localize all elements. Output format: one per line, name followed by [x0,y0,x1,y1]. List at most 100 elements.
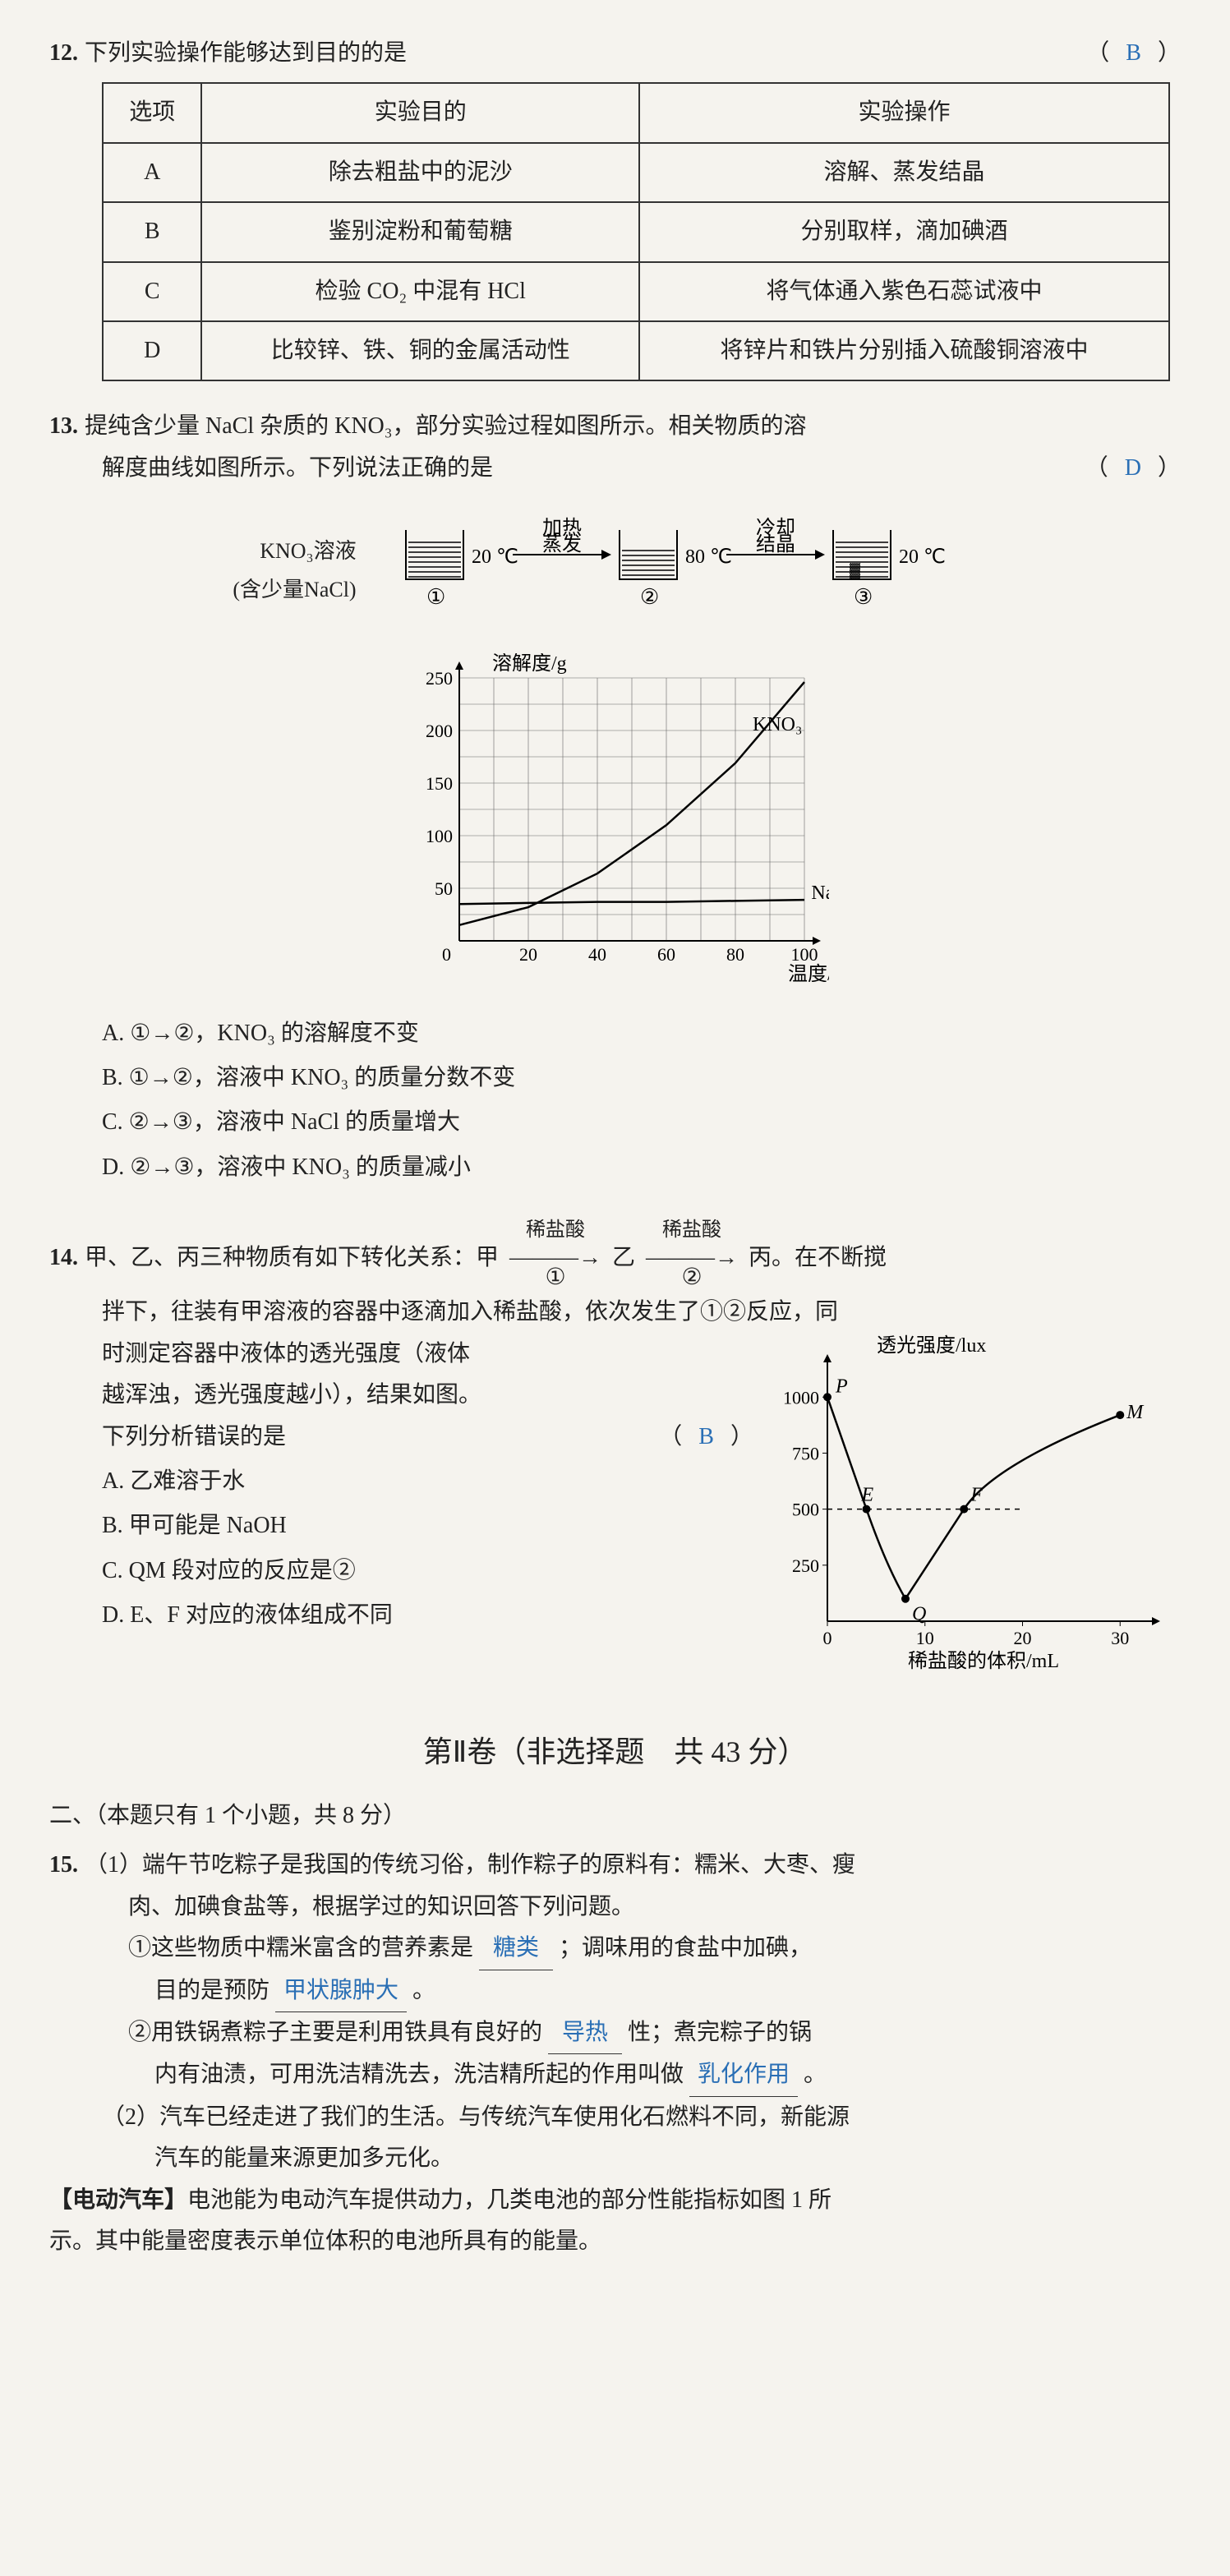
q15-number: 15. [49,1845,78,1886]
cell: 比较锌、铁、铜的金属活动性 [201,321,639,380]
q15-p1b: 肉、加碘食盐等，根据学过的知识回答下列问题。 [128,1887,1181,1928]
table-header-row: 选项 实验目的 实验操作 [103,83,1169,142]
svg-text:F: F [970,1484,983,1505]
cell: 溶解、蒸发结晶 [639,143,1169,202]
section-2-subhead: 二、（本题只有 1 个小题，共 8 分） [49,1795,1181,1836]
section-2-title: 第Ⅱ卷（非选择题 共 43 分） [49,1726,1181,1779]
option: D. E、F 对应的液体组成不同 [102,1595,753,1636]
q15-p2a: （2）汽车已经走进了我们的生活。与传统汽车使用化石燃料不同，新能源 [102,2097,1181,2138]
cell: 除去粗盐中的泥沙 [201,143,639,202]
q15-ev-b: 示。其中能量密度表示单位体积的电池所具有的能量。 [49,2221,1181,2262]
q14-line1-c: 丙。在不断搅 [749,1245,887,1270]
table-row: D 比较锌、铁、铜的金属活动性 将锌片和铁片分别插入硫酸铜溶液中 [103,321,1169,380]
svg-text:①: ① [426,585,445,609]
th-option: 选项 [103,83,201,142]
q13-head: 13. 提纯含少量 NaCl 杂质的 KNO₃，部分实验过程如图所示。相关物质的… [49,406,1181,447]
option: D. ②→③，溶液中 KNO₃ 的质量减小 [102,1147,1181,1188]
q13-answer-paren: （D） [1085,448,1181,489]
svg-text:20: 20 [1014,1628,1032,1648]
q13-answer: D [1125,455,1141,481]
q12-answer-paren: （B） [1086,33,1181,74]
question-13: 13. 提纯含少量 NaCl 杂质的 KNO₃，部分实验过程如图所示。相关物质的… [49,406,1181,1188]
beaker-svg: 20 ℃①80 ℃②▓20 ℃③加热蒸发冷却结晶 [373,505,997,637]
svg-text:10: 10 [916,1628,934,1648]
solubility-chart: 20406080100050100150200250溶解度/g温度/℃KNO₃N… [402,653,829,982]
blank-iodine: 甲状腺肿大 [275,1970,407,2012]
cell: B [103,202,201,261]
svg-text:KNO₃: KNO₃ [753,714,802,735]
q15-p1a: （1）端午节吃粽子是我国的传统习俗，制作粽子的原料有：糯米、大枣、瘦 [85,1845,1181,1886]
option: A. 乙难溶于水 [102,1461,753,1502]
svg-text:20 ℃: 20 ℃ [899,546,946,568]
q15-s1b: ；调味用的食盐中加碘， [559,1935,812,1961]
q14-line2: 拌下，往装有甲溶液的容器中逐滴加入稀盐酸，依次发生了①②反应，同 [102,1292,1181,1333]
table-row: C 检验 CO₂ 中混有 HCl 将气体通入紫色石蕊试液中 [103,262,1169,321]
svg-text:30: 30 [1111,1628,1129,1648]
svg-text:NaCl: NaCl [811,882,829,904]
arrow-2: 稀盐酸 ———→ ② [646,1213,738,1279]
q15-s1a: ①这些物质中糯米富含的营养素是 [128,1935,473,1961]
q13-process-diagram: KNO₃溶液 (含少量NaCl) 20 ℃①80 ℃②▓20 ℃③加热蒸发冷却结… [49,505,1181,637]
lux-chart: 01020302505007501000PEQFM透光强度/lux稀盐酸的体积/… [770,1334,1181,1679]
cell: 将气体通入紫色石蕊试液中 [639,262,1169,321]
option: C. ②→③，溶液中 NaCl 的质量增大 [102,1102,1181,1143]
q15-s2d: 。 [804,2062,827,2087]
svg-text:溶解度/g: 溶解度/g [492,653,567,675]
svg-text:60: 60 [657,944,675,965]
q15-ev-a: 电池能为电动汽车提供动力，几类电池的部分性能指标如图 1 所 [187,2187,832,2213]
svg-text:②: ② [640,585,659,609]
q14-answer: B [698,1424,714,1449]
q14-line1-a: 甲、乙、丙三种物质有如下转化关系：甲 [85,1245,499,1270]
svg-text:稀盐酸的体积/mL: 稀盐酸的体积/mL [908,1650,1059,1672]
q13-text-a: 提纯含少量 NaCl 杂质的 KNO₃，部分实验过程如图所示。相关物质的溶 [85,406,1181,447]
q14-line5: 下列分析错误的是 [102,1424,286,1449]
svg-text:50: 50 [435,878,453,899]
ev-topic: 【电动汽车】 [49,2187,187,2213]
blank-conduct: 导热 [548,2012,622,2054]
svg-text:蒸发: 蒸发 [542,533,582,555]
q14-body-row: 时测定容器中液体的透光强度（液体 越浑浊，透光强度越小），结果如图。 下列分析错… [102,1334,1181,1693]
cell: 鉴别淀粉和葡萄糖 [201,202,639,261]
svg-text:100: 100 [790,944,818,965]
q14-line4: 越浑浊，透光强度越小），结果如图。 [102,1375,753,1416]
svg-text:1000: 1000 [783,1387,819,1408]
q12-number: 12. [49,33,78,74]
q15-s2b: 性；煮完粽子的锅 [628,2020,812,2045]
option: A. ①→②，KNO₃ 的溶解度不变 [102,1013,1181,1054]
blank-nutrient: 糖类 [479,1928,553,1970]
q15-s2a: ②用铁锅煮粽子主要是利用铁具有良好的 [128,2020,542,2045]
q12-text: 下列实验操作能够达到目的的是 [85,33,1070,74]
th-purpose: 实验目的 [201,83,639,142]
table-row: B 鉴别淀粉和葡萄糖 分别取样，滴加碘酒 [103,202,1169,261]
q15-s1-line1: ①这些物质中糯米富含的营养素是 糖类 ；调味用的食盐中加碘， [128,1928,1181,1970]
q12-table: 选项 实验目的 实验操作 A 除去粗盐中的泥沙 溶解、蒸发结晶 B 鉴别淀粉和葡… [102,82,1170,381]
q14-line3: 时测定容器中液体的透光强度（液体 [102,1334,753,1375]
cell: 检验 CO₂ 中混有 HCl [201,262,639,321]
svg-text:80: 80 [726,944,744,965]
svg-text:250: 250 [426,668,453,689]
q14-head: 14. 甲、乙、丙三种物质有如下转化关系：甲 稀盐酸 ———→ ① 乙 稀盐酸 … [49,1213,1181,1279]
cell: 将锌片和铁片分别插入硫酸铜溶液中 [639,321,1169,380]
q14-line1-b: 乙 [612,1245,635,1270]
arrow-1: 稀盐酸 ———→ ① [509,1213,601,1279]
cell: D [103,321,201,380]
arrow-top-1: 稀盐酸 [526,1213,585,1248]
q15-s1c: 目的是预防 [154,1978,269,2003]
svg-text:P: P [835,1376,848,1397]
svg-text:③: ③ [854,585,873,609]
option: C. QM 段对应的反应是② [102,1551,753,1592]
svg-text:40: 40 [588,944,606,965]
q14-line1: 甲、乙、丙三种物质有如下转化关系：甲 稀盐酸 ———→ ① 乙 稀盐酸 ———→… [85,1213,1181,1279]
svg-text:80 ℃: 80 ℃ [685,546,732,568]
q15-s1-line2: 目的是预防 甲状腺肿大 。 [154,1970,1181,2012]
q15-p2b: 汽车的能量来源更加多元化。 [154,2138,1181,2179]
q14-left-col: 时测定容器中液体的透光强度（液体 越浑浊，透光强度越小），结果如图。 下列分析错… [102,1334,753,1640]
cell: 分别取样，滴加碘酒 [639,202,1169,261]
arrow-circ-2: ② [681,1257,702,1298]
svg-text:150: 150 [426,773,453,794]
svg-text:透光强度/lux: 透光强度/lux [877,1334,986,1357]
q13-chart-wrap: 20406080100050100150200250溶解度/g温度/℃KNO₃N… [49,653,1181,996]
q15-ev-line1: 【电动汽车】电池能为电动汽车提供动力，几类电池的部分性能指标如图 1 所 [49,2180,1181,2221]
q12-answer: B [1126,40,1141,66]
q15-s2-line1: ②用铁锅煮粽子主要是利用铁具有良好的 导热 性；煮完粽子的锅 [128,2012,1181,2054]
